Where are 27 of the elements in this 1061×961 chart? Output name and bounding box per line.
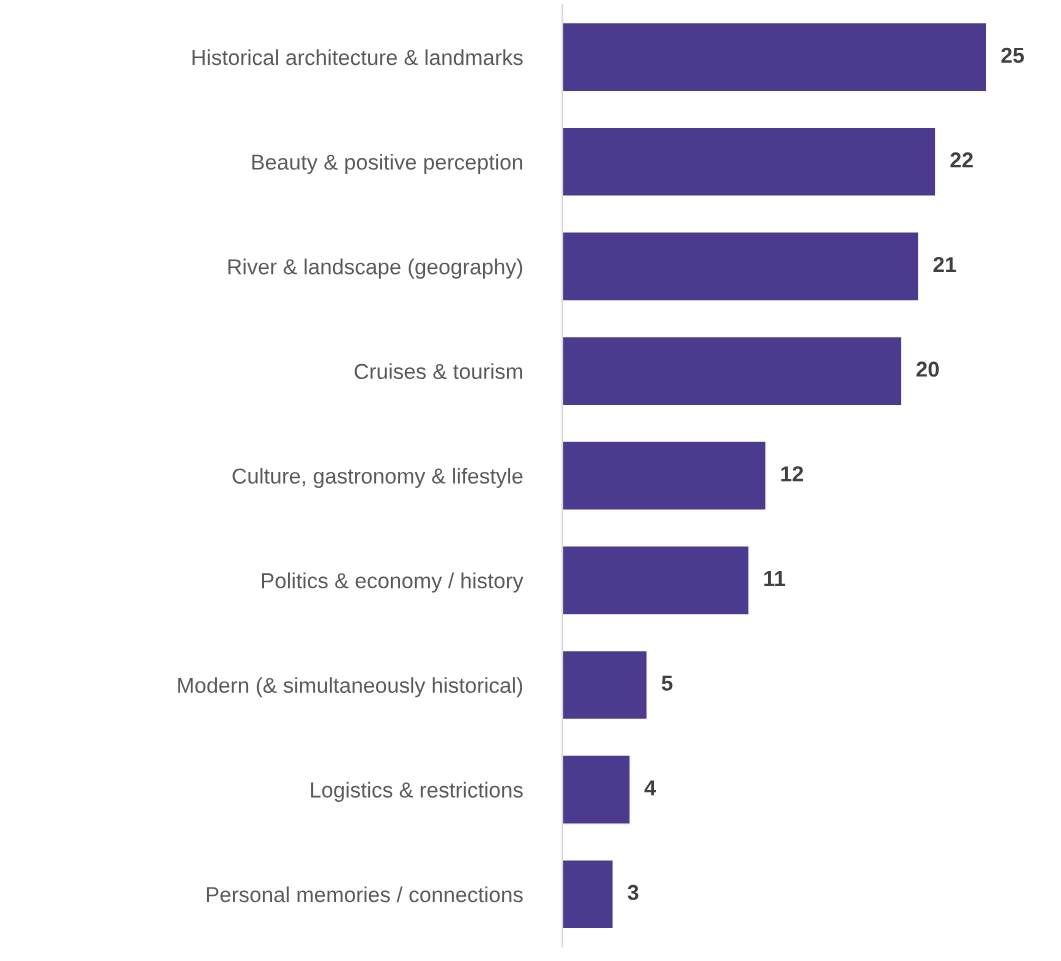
bar [562,859,614,930]
bar [562,649,648,721]
data-label: 21 [933,256,957,272]
y-tick-label: Personal memories / connections [206,886,523,903]
y-tick-label: Politics & economy / history [262,572,524,593]
data-label: 5 [661,675,673,691]
bar [562,440,767,511]
data-label: 22 [950,152,973,168]
y-tick-label: Logistics & restrictions [311,781,523,802]
data-label: 20 [916,361,939,377]
bar [562,545,750,616]
bar [562,231,920,302]
data-label: 3 [627,884,639,901]
data-label: 12 [781,466,804,482]
bar [562,754,631,825]
y-tick-label: Culture, gastronomy & lifestyle [232,467,523,488]
bar [562,21,988,93]
y-tick-label: Cruises & tourism [354,363,523,380]
data-label: 25 [1001,47,1024,63]
bar [562,335,903,407]
y-tick-label: Beauty & positive perception [252,153,523,175]
data-label: 11 [764,571,786,586]
y-tick-label: Modern (& simultaneously historical) [178,677,523,698]
y-tick-label: River & landscape (geography) [228,258,523,279]
bar [562,126,937,197]
data-label: 4 [644,780,656,796]
y-tick-label: Historical architecture & landmarks [192,49,523,66]
